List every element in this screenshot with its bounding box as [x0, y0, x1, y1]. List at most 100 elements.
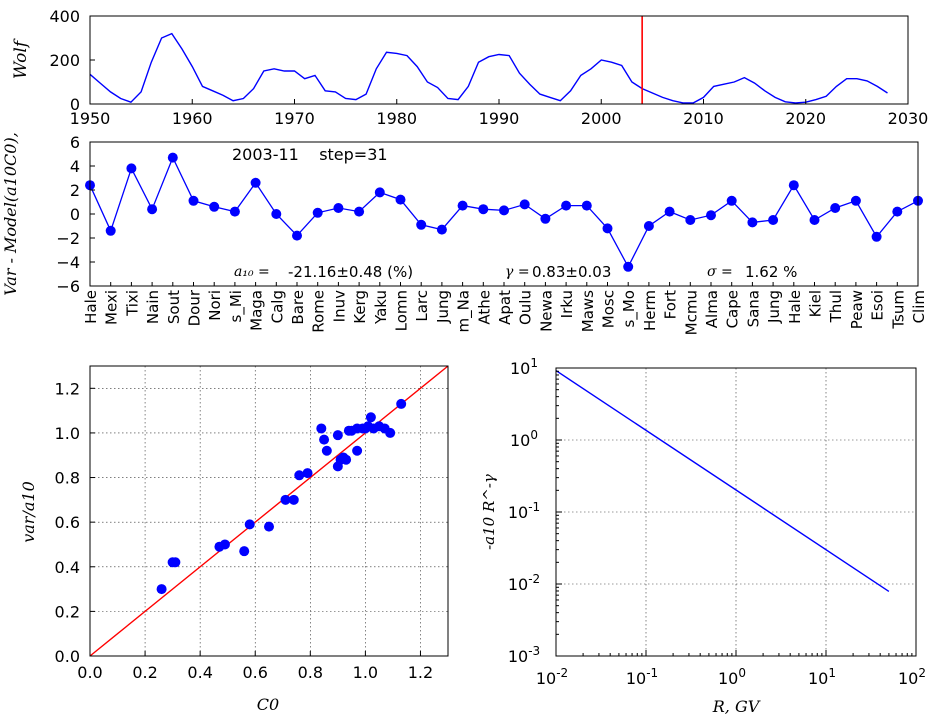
wolf-x-tick-label: 2000: [581, 109, 622, 128]
residual-point: [271, 209, 282, 219]
station-label: Mosc: [600, 290, 618, 328]
station-label: Maws: [579, 290, 597, 332]
residual-point: [229, 206, 240, 217]
station-label: Kiel: [807, 290, 825, 317]
scatter-y-tick-label: 1.2: [55, 379, 80, 398]
scatter-panel: 0.0 0.2 0.4 0.6 0.8 1.0 1.2 0.0 0.2 0.4 0.6 0.8 1.0…: [19, 365, 449, 714]
wolf-y-tick-label: 0: [70, 95, 80, 114]
station-label: Lomn: [393, 290, 411, 331]
station-label: Peaw: [848, 290, 866, 329]
scatter-plot-frame: [89, 365, 449, 657]
wolf-x-tick-label: 2030: [888, 109, 929, 128]
residual-y-tick-label: −6: [56, 277, 80, 296]
scatter-points: [156, 398, 407, 595]
station-label: Inuv: [330, 290, 348, 322]
scatter-x-axis: 0.0 0.2 0.4 0.6 0.8 1.0 1.2: [77, 651, 433, 682]
scatter-point: [332, 430, 343, 441]
station-label: Calg: [268, 290, 286, 323]
scatter-y-tick-label: 1.0: [55, 424, 80, 443]
scatter-x-label: C0: [257, 695, 279, 714]
station-label: Mcmu: [682, 290, 700, 335]
residual-point: [333, 203, 344, 213]
a10-value: -21.16±0.48 (%): [288, 263, 413, 281]
station-label: Esoi: [869, 290, 887, 321]
scatter-point: [321, 445, 332, 456]
wolf-y-tick-label: 400: [49, 7, 80, 26]
scatter-x-tick-label: 0.6: [243, 663, 268, 682]
station-label: Maga: [248, 290, 266, 331]
residual-x-axis: Hale Mexi Tixi Nain Sout Dour Nori s_Mi Maga Calg…: [82, 282, 928, 335]
scatter-x-tick-label: 1.2: [408, 663, 433, 682]
residual-point: [374, 187, 385, 198]
station-label: Hale: [82, 290, 100, 324]
station-label: m_Na: [455, 290, 474, 333]
scatter-point: [302, 468, 313, 479]
residual-point: [685, 215, 696, 225]
residual-point: [478, 204, 489, 215]
residual-point: [126, 163, 137, 174]
powerlaw-grid: [555, 367, 917, 657]
station-label: Nain: [144, 290, 162, 324]
scatter-point: [219, 539, 230, 550]
scatter-point: [396, 398, 407, 409]
residual-y-tick-label: −4: [56, 253, 80, 272]
residual-point: [643, 221, 654, 231]
powerlaw-y-tick-label: 101: [510, 356, 538, 378]
station-label: Sana: [744, 290, 762, 327]
scatter-point: [341, 454, 352, 465]
station-label: Apat: [496, 290, 514, 325]
residual-point: [747, 217, 758, 228]
residual-point: [602, 223, 613, 234]
wolf-x-tick-label: 1980: [376, 109, 417, 128]
scatter-point: [365, 412, 376, 423]
scatter-point: [239, 546, 250, 557]
station-label: s_Mi: [227, 290, 246, 322]
station-label: Cape: [724, 290, 742, 328]
residual-point: [561, 200, 572, 211]
residual-y-label: Var - Model(a10C0),: [1, 132, 20, 296]
residual-point: [871, 231, 882, 242]
residual-point: [809, 215, 820, 225]
residual-point: [436, 224, 447, 235]
residual-point: [416, 219, 427, 230]
scatter-y-axis: 0.0 0.2 0.4 0.6 0.8 1.0 1.2: [55, 379, 95, 666]
station-label: Yaku: [372, 290, 390, 325]
station-label: Fort: [662, 290, 680, 319]
station-label: Dour: [186, 289, 204, 326]
residual-points: [85, 152, 923, 272]
fit-line: [89, 365, 449, 657]
residual-point: [147, 204, 158, 215]
station-label: Athe: [475, 290, 493, 325]
residual-point: [312, 207, 323, 218]
wolf-x-tick-label: 1970: [274, 109, 315, 128]
scatter-point: [294, 470, 305, 481]
residual-point: [623, 261, 634, 272]
wolf-series-line: [89, 32, 888, 104]
residual-point: [499, 205, 509, 216]
residual-point: [664, 206, 675, 217]
scatter-point: [170, 557, 181, 568]
residual-point: [706, 210, 716, 221]
powerlaw-y-axis: 101 100 10-1 10-2 10-3: [508, 356, 562, 666]
residual-point: [830, 203, 841, 213]
residual-point: [292, 230, 302, 241]
scatter-point: [352, 445, 363, 456]
powerlaw-x-tick-label: 10-1: [626, 666, 658, 688]
wolf-y-axis: 0 200 400: [49, 7, 95, 114]
residual-y-tick-label: −2: [56, 229, 80, 248]
wolf-x-tick-label: 2010: [683, 109, 724, 128]
powerlaw-x-tick-label: 10-2: [536, 666, 568, 688]
wolf-x-tick-label: 2020: [785, 109, 826, 128]
residual-point: [250, 177, 261, 188]
residual-point: [167, 152, 178, 163]
powerlaw-y-tick-label: 100: [510, 428, 538, 450]
residual-point: [540, 213, 551, 224]
station-label: Oulu: [517, 290, 535, 325]
residual-point: [188, 195, 199, 206]
residual-y-axis: 6 4 2 0 −2 −4 −6: [56, 133, 95, 296]
gamma-label: γ =: [505, 264, 530, 280]
powerlaw-x-label: R, GV: [712, 697, 761, 716]
scatter-point: [244, 519, 255, 530]
residual-y-tick-label: 2: [70, 181, 80, 200]
